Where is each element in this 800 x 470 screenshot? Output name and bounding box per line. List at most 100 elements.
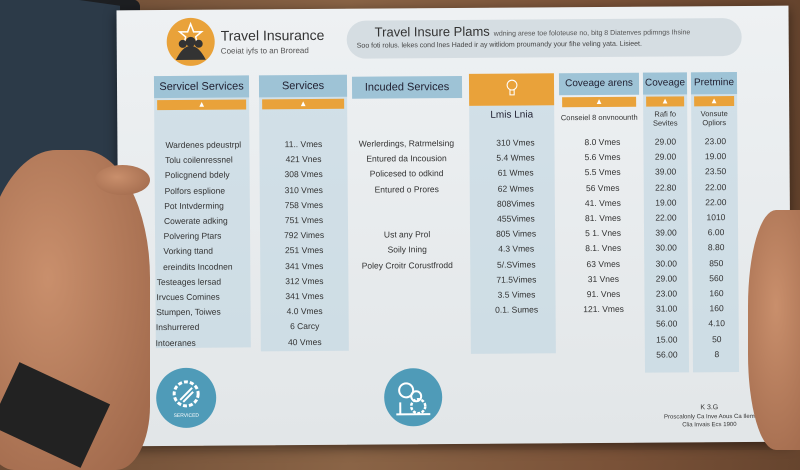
table-cell: 23.00 (704, 136, 727, 147)
table-cell: Cowerate adking (163, 215, 228, 227)
plans-note: wdning arese toe foloteuse no, bitg 8 Di… (493, 29, 691, 38)
table-cell: 751 Vmes (284, 214, 324, 226)
column-header-3: Incuded Services (351, 75, 463, 99)
table-cell: Poley Croitr Corustfrodd (361, 259, 453, 271)
table-cell: 22.00 (705, 196, 727, 208)
table-cell: 455Vimes (497, 213, 535, 224)
table-cell: Inshurrered (155, 322, 200, 333)
badge-text: SERVICED (173, 412, 200, 419)
table-cell: 63 Vmes (586, 258, 621, 269)
insurance-sheet: Travel Insurance Coeiat iyfs to an Brore… (116, 5, 792, 447)
table-cell: 310 Vmes (284, 184, 323, 195)
table-cell: 421 Vnes (285, 154, 322, 165)
table-cell: 121. Vmes (583, 304, 624, 315)
table-cell: 160 (709, 303, 724, 314)
column-header-4: Lmis Lnia (490, 109, 534, 121)
gears-badge (383, 368, 443, 427)
table-cell: 23.00 (655, 288, 678, 299)
table-cell: Polfors esplione (164, 185, 226, 196)
table-cell: 81. Vmes (584, 212, 621, 224)
table-cell: Policgnend bdely (164, 169, 230, 181)
table-cell: 4.0 Vmes (286, 306, 323, 317)
column-header-1: Servicel Services (153, 75, 250, 99)
table-cell: Stumpen, Toiwes (156, 306, 221, 318)
table-cell: Wardenes pdeustrpl (165, 139, 242, 151)
table-cell: Tolu coilenressnel (165, 154, 233, 166)
table-cell: 4.10 (708, 318, 725, 329)
table-cell: Intoeranes (155, 337, 196, 348)
table-cell: 805 Vimes (496, 228, 537, 239)
table-cell: 3.5 Vimes (497, 289, 536, 300)
table-cell: 4.3 Vmes (498, 243, 535, 255)
table-cell: 1010 (706, 212, 726, 223)
table-cell: 341 Vmes (285, 290, 324, 302)
column-header-7: Pretmine (690, 72, 738, 95)
table-cell: 71.5Vimes (496, 274, 537, 285)
table-cell: ereindits Incodnen (163, 261, 233, 272)
table-cell: 30.00 (655, 242, 677, 253)
table-cell: 310 Vmes (496, 137, 535, 148)
gear-icon (172, 380, 200, 408)
table-cell: 0.1. Sumes (495, 304, 539, 315)
table-cell: Irvcues Comines (156, 291, 220, 303)
table-cell: 56.00 (656, 349, 678, 360)
table-cell: Ust any Prol (383, 229, 431, 240)
table-cell: 39.00 (654, 166, 677, 177)
table-cell: 8.1. Vnes (585, 243, 622, 254)
table-cell: Entured da Incousion (366, 153, 447, 164)
table-cell: 11.. Vmes (284, 138, 323, 150)
table-cell: 56 Vmes (585, 182, 620, 193)
table-cell: 312 Vmes (285, 275, 324, 286)
table-cell: 50 (712, 333, 722, 344)
column-header-2: Services (258, 74, 348, 98)
sort-arrow-icon[interactable]: ▲ (562, 96, 637, 108)
table-cell: 40 Vmes (287, 336, 322, 347)
table-cell: 5.4 Wmes (496, 152, 535, 163)
table-cell: 29.00 (655, 273, 678, 284)
table-cell: Vorking ttand (163, 246, 214, 257)
table-cell: 6 Carcy (290, 321, 320, 332)
table-cell: 91. Vnes (586, 288, 621, 300)
sort-arrow-icon[interactable]: ▲ (646, 96, 685, 107)
table-cell: 29.00 (654, 136, 677, 147)
table-cell: 31.00 (655, 303, 678, 314)
table-cell: Werlerdings, Ratrmelsing (358, 137, 455, 149)
app-title: Travel Insurance (220, 26, 325, 44)
table-cell: 560 (709, 272, 724, 284)
table-cell: 8.0 Vmes (584, 136, 621, 148)
footer-line-2: Clia Invais Ecs 1900 (682, 422, 737, 429)
table-cell: 5/.SVimes (496, 259, 536, 270)
table-cell: 8.80 (707, 242, 725, 253)
table-cell: 8 (714, 348, 720, 359)
app-subtitle: Coeiat iyfs to an Broread (220, 46, 309, 56)
table-cell: 31 Vnes (587, 273, 620, 284)
lightbulb-icon (506, 79, 518, 96)
table-cell: 792 Vimes (284, 230, 325, 241)
table-cell: 308 Vmes (284, 169, 323, 180)
column-sub-6: Rafi fo Sevites (652, 109, 678, 128)
table-cell: Policesed to odkind (369, 168, 444, 179)
table-cell: Pot Intvderming (164, 200, 224, 211)
sort-arrow-icon[interactable]: ▲ (694, 96, 735, 107)
column-sub-5: Conseiel 8 onvnoounth (560, 112, 638, 123)
table-cell: 341 Vmes (285, 260, 324, 271)
table-cell: Testeages lersad (156, 276, 222, 287)
column-sub-7: Vonsute Opliors (700, 109, 728, 128)
column-header-5: Coveage arens (558, 72, 640, 96)
table-cell: 5.6 Vmes (584, 152, 621, 163)
table-cell: Polvering Ptars (163, 230, 222, 242)
table-cell: 808Vimes (496, 198, 535, 209)
left-thumb (95, 165, 150, 195)
table-cell: 15.00 (656, 334, 678, 345)
table-cell: 22.00 (655, 212, 677, 223)
sort-arrow-icon[interactable]: ▲ (262, 98, 345, 110)
sort-arrow-icon[interactable]: ▲ (157, 99, 247, 111)
table-cell: 19.00 (704, 151, 727, 162)
plans-title: Travel Insure Plams wdning arese toe folo… (375, 22, 691, 40)
table-cell: 62 Wmes (497, 183, 534, 194)
plan-table-rows: Wardenes pdeustrpl Tolu coilenressnel Poli… (116, 6, 788, 359)
table-cell: 29.00 (654, 151, 677, 162)
table-cell: 251 Vmes (284, 245, 324, 256)
table-cell: 5.5 Vmes (584, 167, 621, 178)
table-cell: 61 Wmes (497, 167, 534, 179)
